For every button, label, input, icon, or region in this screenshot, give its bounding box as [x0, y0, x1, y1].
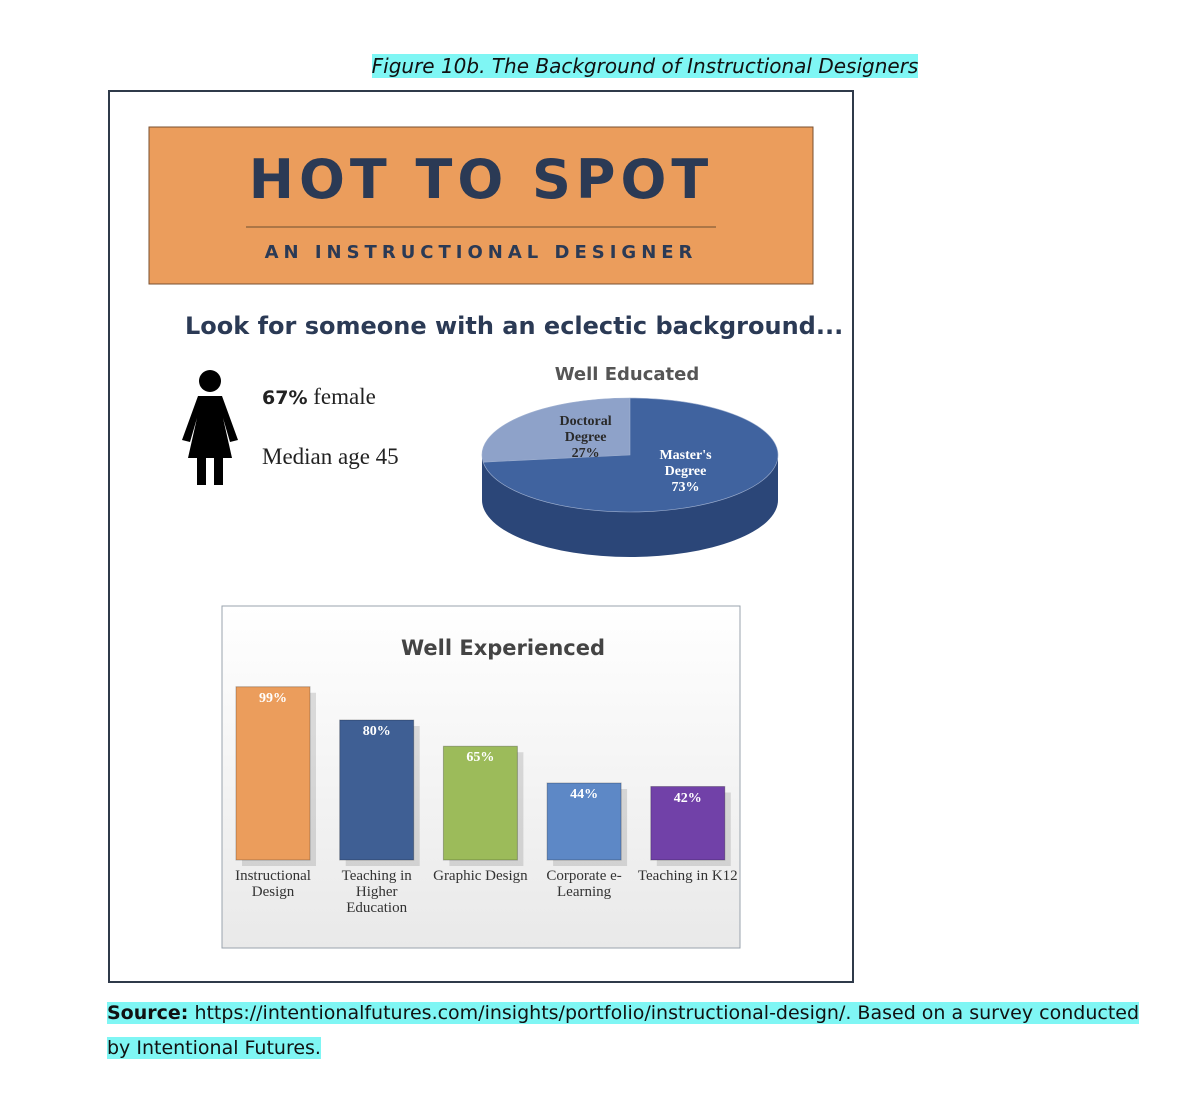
pie-value-label: 27% — [571, 445, 600, 461]
bar-value-label: 65% — [466, 750, 495, 766]
banner-subtitle: AN INSTRUCTIONAL DESIGNER — [264, 242, 698, 263]
pie-value-label: 73% — [671, 479, 700, 495]
bar-value-label: 44% — [570, 787, 599, 802]
pie-slice — [481, 397, 631, 463]
bar-category-label: Instructional Design — [235, 868, 311, 900]
bar — [546, 782, 622, 861]
bar-title: Well Experienced — [400, 636, 605, 660]
source: Source: https://intentionalfutures.com/i… — [107, 996, 1167, 1066]
pie-slice — [482, 397, 779, 513]
pie-label: Master's Degree — [659, 447, 712, 479]
source-label: Source: — [107, 1002, 189, 1024]
bar — [442, 745, 518, 861]
female-share: 67% — [262, 387, 308, 409]
bar — [339, 719, 415, 861]
female-stat: 67% female — [262, 384, 376, 410]
bar-category-label: Teaching in Higher Education — [341, 868, 412, 916]
tagline: Look for someone with an eclectic backgr… — [185, 312, 844, 340]
source-body: https://intentionalfutures.com/insights/… — [107, 1002, 1140, 1059]
caption: Figure 10b. The Background of Instructio… — [371, 54, 919, 78]
female-label: female — [313, 384, 376, 409]
bar — [235, 686, 311, 861]
banner — [148, 126, 814, 285]
bar-value-label: 99% — [259, 690, 287, 706]
pie-title: Well Educated — [554, 364, 700, 385]
banner-title: HOT TO SPOT — [248, 148, 714, 211]
pie-label: Doctoral Degree — [559, 413, 612, 445]
caption-wrap: Figure 10b. The Background of Instructio… — [0, 54, 1200, 78]
source-text: Source: https://intentionalfutures.com/i… — [107, 1002, 1140, 1059]
bar-value-label: 42% — [673, 790, 702, 806]
bar-category-label: Graphic Design — [433, 868, 528, 884]
person-icon — [182, 370, 238, 485]
median-age: Median age 45 — [262, 444, 399, 469]
bar — [650, 786, 726, 861]
bar-value-label: 80% — [362, 724, 391, 739]
bar-category-label: Teaching in K12 — [637, 868, 738, 884]
bar-category-label: Corporate e-Learning — [546, 868, 622, 900]
